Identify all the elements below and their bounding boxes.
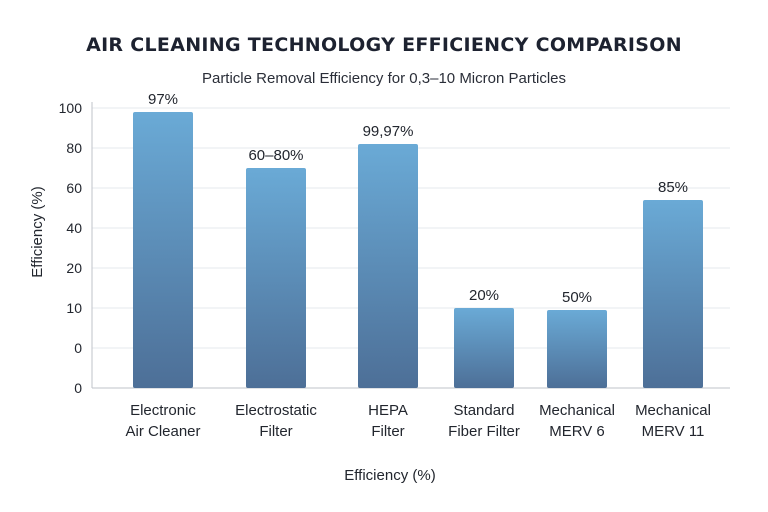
bar-data-label: 99,97%	[363, 123, 414, 140]
chart-subtitle: Particle Removal Efficiency for 0,3–10 M…	[201, 70, 567, 87]
y-tick-label: 10	[66, 300, 82, 316]
bar	[358, 144, 418, 388]
bar	[547, 310, 607, 388]
bar-data-label: 50%	[562, 289, 592, 306]
bar-data-label: 85%	[658, 179, 688, 196]
chart-title: AIR CLEANING TECHNOLOGY EFFICIENCY COMPA…	[86, 34, 682, 56]
y-axis-label: Efficiency (%)	[29, 186, 46, 277]
bar-data-label: 97%	[148, 91, 178, 108]
y-tick-label: 80	[66, 140, 82, 156]
y-tick-label: 20	[66, 260, 82, 276]
bar	[454, 308, 514, 388]
x-tick-label: Standard Fiber Filter	[448, 402, 520, 440]
y-tick-label: 60	[66, 180, 82, 196]
x-tick-label: Mechanical MERV 6	[539, 402, 615, 440]
bar-data-label: 60–80%	[248, 147, 303, 164]
bar	[133, 112, 193, 388]
y-tick-label: 100	[59, 100, 83, 116]
x-tick-label: Mechanical MERV 11	[635, 402, 711, 440]
y-tick-label: 40	[66, 220, 82, 236]
x-tick-label: HEPA Filter	[368, 402, 408, 440]
y-tick-label: 0	[74, 380, 82, 396]
x-axis-label: Efficiency (%)	[344, 467, 435, 484]
bar	[643, 200, 703, 388]
y-tick-label: 0	[74, 340, 82, 356]
bar-data-label: 20%	[469, 287, 499, 304]
x-tick-label: Electronic Air Cleaner	[125, 402, 200, 440]
bar	[246, 168, 306, 388]
x-tick-label: Electrostatic Filter	[235, 402, 317, 440]
